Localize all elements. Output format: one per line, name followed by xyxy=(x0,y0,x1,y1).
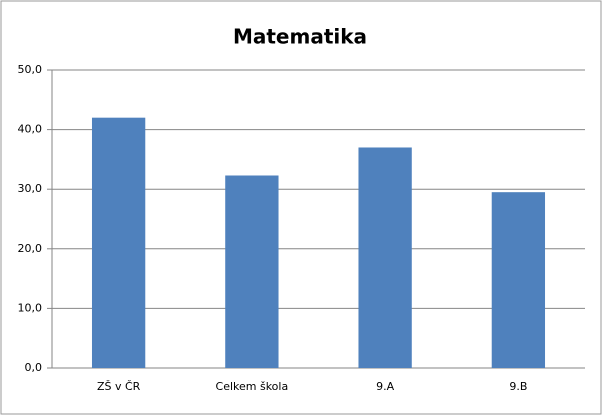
x-tick-label: 9.A xyxy=(376,380,394,393)
y-tick-label: 20,0 xyxy=(18,242,43,255)
y-tick-label: 10,0 xyxy=(18,301,43,314)
y-tick-label: 50,0 xyxy=(18,63,43,76)
bar xyxy=(491,192,546,368)
bar xyxy=(358,147,412,368)
bar xyxy=(91,117,146,369)
x-tick-label: 9.B xyxy=(509,380,527,393)
y-tick-label: 30,0 xyxy=(18,182,43,195)
y-tick-label: 40,0 xyxy=(18,123,43,136)
y-tick-label: 0,0 xyxy=(25,361,43,374)
chart-title: Matematika xyxy=(233,25,367,49)
bar xyxy=(225,175,279,368)
x-tick-label: Celkem škola xyxy=(216,380,289,393)
x-tick-label: ZŠ v ČR xyxy=(97,380,141,393)
